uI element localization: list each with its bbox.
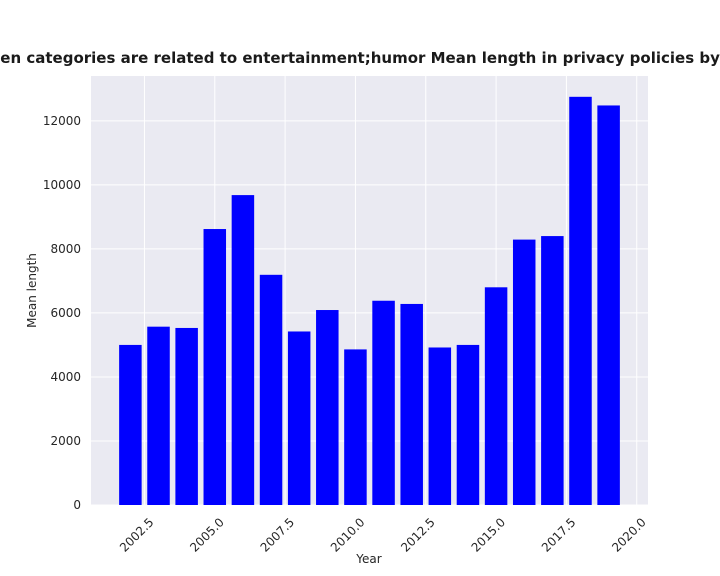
- bar-2012: [400, 303, 423, 505]
- x-tick-label: 2017.5: [539, 515, 579, 555]
- bars: [119, 96, 620, 506]
- bar-2018: [569, 96, 592, 506]
- bar-2004: [175, 327, 198, 505]
- bar-2017: [541, 236, 564, 505]
- y-axis-label: Mean length: [25, 253, 39, 328]
- bar-2002: [119, 344, 142, 505]
- y-tick-label: 2000: [50, 434, 81, 448]
- y-tick-label: 4000: [50, 370, 81, 384]
- x-tick-label: 2015.0: [469, 515, 509, 555]
- bar-2010: [344, 349, 367, 505]
- bar-2014: [456, 344, 480, 505]
- y-tick-label: 0: [73, 498, 81, 512]
- y-tick-label: 12000: [43, 114, 81, 128]
- x-tick-label: 2010.0: [328, 515, 368, 555]
- bar-2008: [287, 331, 311, 505]
- bar-2013: [428, 347, 452, 505]
- bar-2019: [597, 105, 620, 505]
- bar-2005: [203, 229, 227, 505]
- x-tick-label: 2012.5: [398, 515, 438, 555]
- bar-2007: [259, 274, 283, 505]
- y-tick-labels: 0 2000 4000 6000 8000 10000 12000: [43, 114, 81, 512]
- bar-2016: [512, 239, 536, 506]
- x-axis-label: Year: [355, 552, 381, 566]
- chart-title: when categories are related to entertain…: [0, 49, 720, 67]
- bar-2009: [316, 310, 339, 505]
- y-tick-label: 10000: [43, 178, 81, 192]
- x-tick-labels: 2002.5 2005.0 2007.5 2010.0 2012.5 2015.0 2017…: [117, 515, 649, 555]
- y-tick-label: 6000: [50, 306, 81, 320]
- x-tick-label: 2007.5: [258, 515, 298, 555]
- x-tick-label: 2002.5: [117, 515, 157, 555]
- bar-2011: [372, 300, 395, 505]
- bar-2015: [484, 287, 508, 505]
- x-tick-label: 2005.0: [187, 515, 227, 555]
- x-tick-label: 2020.0: [609, 515, 649, 555]
- y-tick-label: 8000: [50, 242, 81, 256]
- bar-2006: [231, 195, 255, 505]
- bar-2003: [147, 326, 170, 505]
